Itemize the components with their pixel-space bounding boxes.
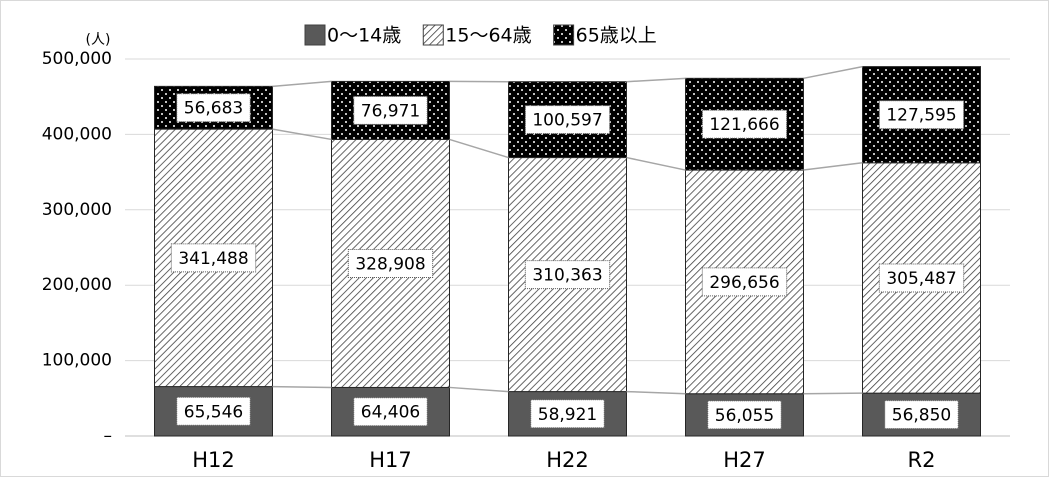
series-line bbox=[804, 393, 863, 394]
legend-label: 65歳以上 bbox=[576, 25, 657, 47]
series-line bbox=[273, 387, 332, 388]
value-label: 65,546 bbox=[184, 402, 243, 422]
value-label: 58,921 bbox=[538, 405, 597, 425]
value-label: 100,597 bbox=[532, 111, 602, 131]
x-tick-label: H27 bbox=[723, 448, 766, 472]
value-label: 296,656 bbox=[709, 273, 779, 293]
value-label: 56,850 bbox=[892, 406, 951, 426]
x-tick-label: H22 bbox=[546, 448, 589, 472]
y-tick-label: 400,000 bbox=[42, 124, 112, 144]
y-tick-label: 500,000 bbox=[42, 49, 112, 69]
x-tick-label: H17 bbox=[369, 448, 412, 472]
legend-swatch bbox=[305, 25, 325, 45]
y-tick-label: – bbox=[104, 426, 113, 446]
x-tick-label: H12 bbox=[192, 448, 235, 472]
value-label: 341,488 bbox=[178, 249, 248, 269]
legend-swatch bbox=[554, 25, 574, 45]
y-tick-label: 300,000 bbox=[42, 200, 112, 220]
value-label: 310,363 bbox=[532, 266, 602, 286]
x-tick-label: R2 bbox=[908, 448, 936, 472]
y-tick-label: 100,000 bbox=[42, 351, 112, 371]
value-label: 56,683 bbox=[184, 99, 243, 119]
value-label: 64,406 bbox=[361, 403, 420, 423]
legend-label: 0～14歳 bbox=[327, 25, 401, 47]
y-tick-label: 200,000 bbox=[42, 275, 112, 295]
value-label: 121,666 bbox=[709, 115, 779, 135]
value-label: 56,055 bbox=[715, 406, 774, 426]
value-label: 328,908 bbox=[355, 254, 425, 274]
y-axis-label: (人) bbox=[86, 32, 111, 48]
legend-label: 15～64歳 bbox=[445, 25, 531, 47]
legend-swatch bbox=[423, 25, 443, 45]
value-label: 127,595 bbox=[886, 106, 956, 126]
value-label: 305,487 bbox=[886, 269, 956, 289]
value-label: 76,971 bbox=[361, 101, 420, 121]
